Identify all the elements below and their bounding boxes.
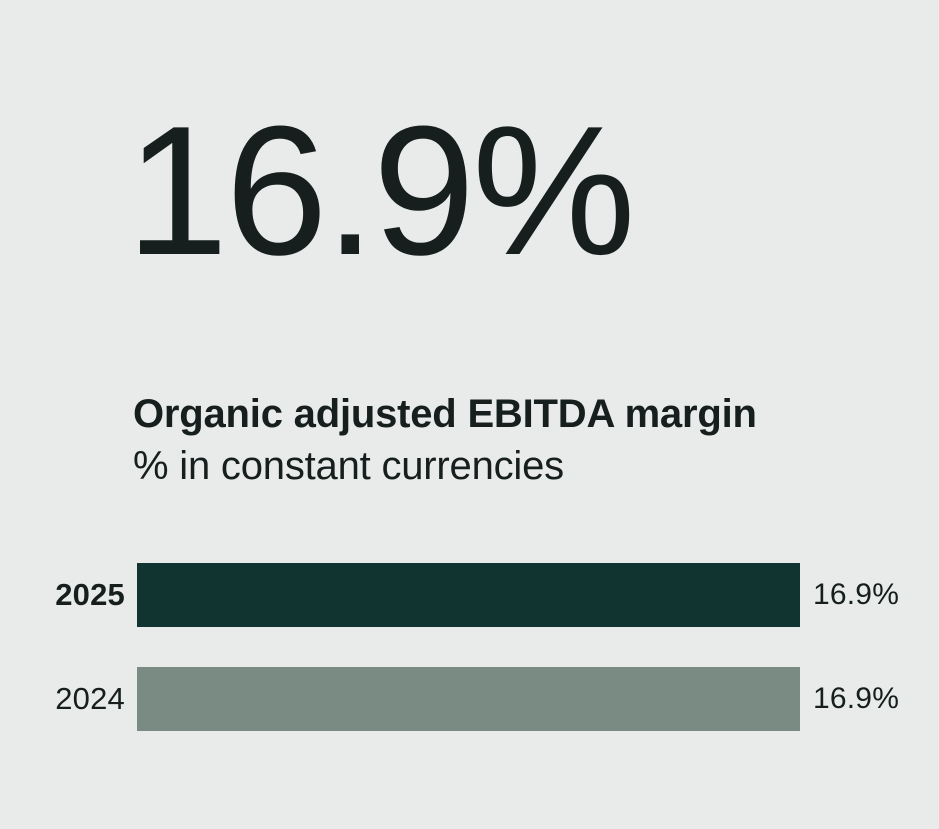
- bar-track-2024: [137, 667, 800, 731]
- bar-track-2025: [137, 563, 800, 627]
- bar-row-2024: 2024 16.9%: [0, 667, 939, 731]
- chart-subtitle: % in constant currencies: [133, 444, 564, 488]
- horizontal-bar-chart: 2025 16.9% 2024 16.9%: [0, 563, 939, 771]
- bar-2024: [137, 667, 800, 731]
- bar-row-2025: 2025 16.9%: [0, 563, 939, 627]
- year-label-2025: 2025: [55, 577, 125, 612]
- value-label-2025: 16.9%: [813, 578, 900, 611]
- chart-title-block: Organic adjusted EBITDA margin % in cons…: [133, 388, 757, 492]
- bar-2025: [137, 563, 800, 627]
- chart-title: Organic adjusted EBITDA margin: [133, 392, 757, 436]
- value-label-2024: 16.9%: [813, 682, 900, 715]
- headline-percentage: 16.9%: [126, 87, 636, 293]
- year-label-2024: 2024: [55, 681, 125, 716]
